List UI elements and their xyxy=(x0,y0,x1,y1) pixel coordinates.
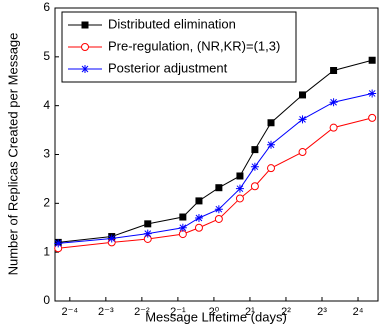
y-axis-label: Number of Replicas Created per Message xyxy=(5,33,20,276)
legend-label: Posterior adjustment xyxy=(108,60,228,75)
marker xyxy=(368,89,377,98)
marker xyxy=(214,214,223,223)
marker xyxy=(368,56,376,64)
y-tick-label: 6 xyxy=(43,0,50,14)
marker xyxy=(178,223,187,232)
legend-marker xyxy=(81,21,89,29)
x-axis-label: Message Lifetime (days) xyxy=(145,309,287,324)
legend-marker xyxy=(81,65,89,73)
legend-label: Pre-regulation, (NR,KR)=(1,3) xyxy=(108,38,280,53)
marker xyxy=(329,98,338,107)
y-tick-label: 2 xyxy=(43,196,50,210)
marker xyxy=(368,113,377,122)
marker xyxy=(107,234,116,243)
marker xyxy=(194,213,203,222)
x-tick-label: 2⁻² xyxy=(134,306,150,318)
y-tick-label: 3 xyxy=(43,147,50,161)
y-tick-label: 4 xyxy=(43,98,50,112)
x-tick-label: 2⁴ xyxy=(353,306,364,318)
marker xyxy=(267,164,276,173)
x-tick-label: 2⁻³ xyxy=(98,306,114,318)
x-tick-label: 2⁰ xyxy=(209,306,220,318)
marker xyxy=(250,162,259,171)
x-tick-label: 2¹ xyxy=(245,306,255,318)
marker xyxy=(54,239,63,248)
legend-marker xyxy=(81,43,89,51)
marker xyxy=(267,140,276,149)
marker xyxy=(267,119,275,127)
marker xyxy=(235,184,244,193)
x-tick-label: 2² xyxy=(281,306,291,318)
marker xyxy=(214,205,223,214)
marker xyxy=(299,91,307,99)
y-tick-label: 1 xyxy=(43,244,50,258)
x-tick-label: 2³ xyxy=(317,306,327,318)
marker xyxy=(330,67,338,75)
marker xyxy=(329,123,338,132)
marker xyxy=(298,115,307,124)
y-tick-label: 5 xyxy=(43,49,50,63)
marker xyxy=(236,172,244,180)
marker xyxy=(250,182,259,191)
marker xyxy=(194,223,203,232)
marker xyxy=(179,213,187,221)
marker xyxy=(251,146,259,154)
marker xyxy=(195,197,203,205)
marker xyxy=(298,148,307,157)
series-line xyxy=(58,59,373,243)
marker xyxy=(215,184,223,192)
series-line xyxy=(58,117,373,249)
series-line xyxy=(58,92,373,244)
legend-label: Distributed elimination xyxy=(108,16,236,31)
marker xyxy=(235,194,244,203)
marker xyxy=(143,229,152,238)
x-tick-label: 2⁻⁴ xyxy=(61,306,78,318)
marker xyxy=(144,220,152,228)
y-tick-label: 0 xyxy=(43,293,50,307)
x-tick-label: 2⁻¹ xyxy=(170,306,186,318)
